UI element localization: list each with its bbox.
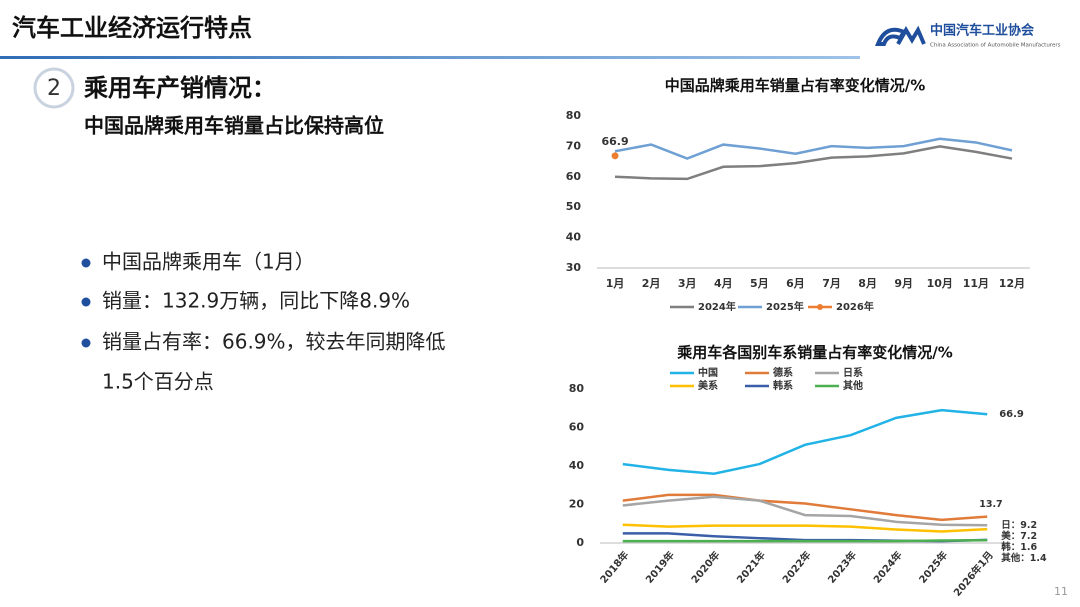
x-tick-label: 2026年1月 xyxy=(951,549,996,599)
series-line xyxy=(622,495,988,527)
x-tick-label: 3月 xyxy=(678,277,697,290)
bullet-dot xyxy=(81,258,91,268)
x-tick-label: 7月 xyxy=(822,277,841,290)
x-tick-label: 4月 xyxy=(714,277,733,290)
y-tick-label: 80 xyxy=(569,382,585,395)
chart-title: 中国品牌乘用车销量占有率变化情况/% xyxy=(665,77,926,95)
x-tick-label: 2020年 xyxy=(688,549,722,586)
logo-mark xyxy=(875,25,926,46)
x-tick-label: 9月 xyxy=(894,277,913,290)
x-tick-label: 1月 xyxy=(606,277,625,290)
y-tick-label: 40 xyxy=(566,231,582,244)
legend-label: 韩系 xyxy=(773,379,793,392)
legend-label: 日系 xyxy=(843,366,863,379)
x-tick-label: 5月 xyxy=(750,277,769,290)
x-tick-label: 10月 xyxy=(927,277,953,290)
x-tick-label: 2018年 xyxy=(597,549,631,586)
x-tick-label: 8月 xyxy=(858,277,877,290)
value-label: 13.7 xyxy=(979,499,1002,510)
value-label: 66.9 xyxy=(601,135,628,148)
bullet-text: 销量占有率：66.9%，较去年同期降低 xyxy=(102,330,446,354)
x-tick-label: 2021年 xyxy=(734,549,768,586)
legend-label: 2024年 xyxy=(698,300,736,313)
series-line xyxy=(622,408,988,475)
y-tick-label: 50 xyxy=(566,200,582,213)
x-tick-label: 2025年 xyxy=(916,549,950,586)
legend-label: 德系 xyxy=(772,366,793,379)
bullet-text: 中国品牌乘用车（1月） xyxy=(102,250,315,274)
bullet-text: 1.5个百分点 xyxy=(102,370,214,394)
legend-label: 2025年 xyxy=(766,300,804,313)
legend-label: 中国 xyxy=(698,366,718,379)
legend-label: 2026年 xyxy=(836,300,874,313)
value-label: 日：9.2 xyxy=(1001,520,1037,531)
x-tick-label: 11月 xyxy=(963,277,989,290)
x-tick-label: 2024年 xyxy=(870,549,904,586)
point xyxy=(611,152,619,160)
section-badge xyxy=(33,67,75,109)
series-line xyxy=(622,539,988,543)
y-tick-label: 20 xyxy=(569,498,585,511)
legend-label: 其他 xyxy=(843,379,863,392)
legend-marker xyxy=(817,304,823,310)
value-label: 其他：1.4 xyxy=(1001,552,1047,564)
series-line xyxy=(622,493,988,522)
section-subheading: 中国品牌乘用车销量占比保持高位 xyxy=(84,114,384,138)
value-label: 韩：1.6 xyxy=(1001,541,1037,553)
series-line xyxy=(614,145,1013,181)
y-tick-label: 40 xyxy=(569,459,585,472)
y-tick-label: 60 xyxy=(566,170,582,183)
y-tick-label: 0 xyxy=(576,536,584,549)
value-label: 66.9 xyxy=(999,409,1024,420)
chart-title: 乘用车各国别车系销量占有率变化情况/% xyxy=(676,344,953,362)
series-line xyxy=(622,523,988,533)
x-tick-label: 6月 xyxy=(786,277,805,290)
series-line xyxy=(614,137,1013,160)
logo-english: China Association of Automobile Manufact… xyxy=(930,43,1061,49)
bullet-dot xyxy=(81,338,91,348)
x-tick-label: 12月 xyxy=(999,277,1025,290)
bullet-text: 销量：132.9万辆，同比下降8.9% xyxy=(102,289,410,313)
value-label: 美：7.2 xyxy=(1000,530,1037,542)
x-tick-label: 2月 xyxy=(642,277,661,290)
y-tick-label: 70 xyxy=(566,139,582,152)
x-tick-label: 2019年 xyxy=(643,549,677,586)
section-number: 2 xyxy=(47,76,61,101)
y-tick-label: 30 xyxy=(566,261,582,274)
y-tick-label: 60 xyxy=(569,421,585,434)
page-number: 11 xyxy=(1054,585,1068,598)
logo-name: 中国汽车工业协会 xyxy=(930,23,1035,39)
legend-label: 美系 xyxy=(698,379,718,392)
header-title: 汽车工业经济运行特点 xyxy=(12,14,252,42)
section-heading: 乘用车产销情况： xyxy=(83,74,276,102)
bullet-dot xyxy=(81,297,91,307)
x-tick-label: 2022年 xyxy=(779,549,813,586)
y-tick-label: 80 xyxy=(566,109,582,122)
x-tick-label: 2023年 xyxy=(825,549,859,586)
header-rule xyxy=(0,56,860,59)
